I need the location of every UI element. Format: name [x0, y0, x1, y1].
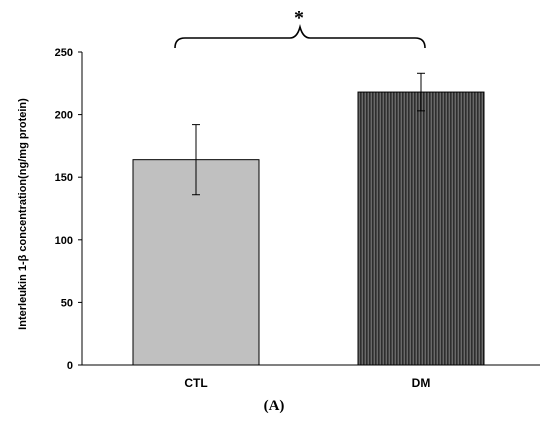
- error-bars: [192, 72, 425, 196]
- bar-dm: [357, 91, 485, 366]
- significance-star: *: [294, 7, 304, 29]
- y-tick-label: 0: [67, 360, 73, 372]
- x-axis-labels: CTL DM: [184, 376, 430, 390]
- y-tick-label: 250: [55, 47, 73, 59]
- x-category-label: CTL: [184, 376, 207, 390]
- panel-label: (A): [264, 398, 285, 414]
- bars: [132, 91, 485, 366]
- error-bar-ctl: [192, 124, 200, 196]
- y-tick-label: 150: [55, 172, 73, 184]
- error-bar-dm: [417, 72, 425, 112]
- y-axis-label: Interleukin 1-β concentration(ng/mg prot…: [17, 98, 29, 330]
- y-tick-label: 200: [55, 110, 73, 122]
- y-tick-label: 100: [55, 235, 73, 247]
- significance-bracket: [174, 23, 426, 49]
- y-axis-ticks: 0 50 100 150 200 250: [55, 47, 82, 372]
- x-category-label: DM: [412, 376, 431, 390]
- y-tick-label: 50: [61, 297, 73, 309]
